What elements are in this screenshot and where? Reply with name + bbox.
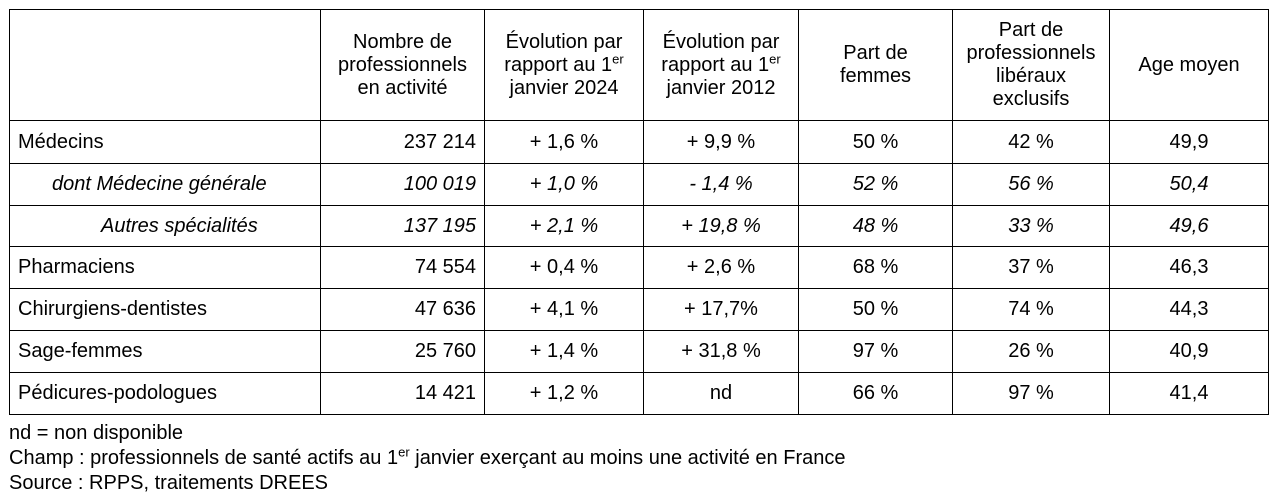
cell-average-age: 50,4 bbox=[1109, 163, 1269, 206]
cell-evolution-2012: + 9,9 % bbox=[643, 120, 799, 164]
table-row: Chirurgiens-dentistes 47 636 + 4,1 % + 1… bbox=[9, 288, 1269, 331]
cell-evolution-2024: + 1,2 % bbox=[484, 372, 644, 415]
note-champ: Champ : professionnels de santé actifs a… bbox=[9, 444, 846, 471]
note-champ-sup: er bbox=[398, 444, 410, 460]
header-evolution-2024: Évolution par rapport au 1er janvier 202… bbox=[484, 9, 644, 121]
row-label: Médecins bbox=[9, 120, 321, 164]
cell-women-share: 68 % bbox=[798, 246, 953, 289]
table-row: Autres spécialités 137 195 + 2,1 % + 19,… bbox=[9, 205, 1269, 247]
header-evolution-2012: Évolution par rapport au 1er janvier 201… bbox=[643, 9, 799, 121]
cell-count: 137 195 bbox=[320, 205, 485, 247]
table-notes: nd = non disponible Champ : professionne… bbox=[9, 421, 845, 496]
header-evolution-2024-sup: er bbox=[612, 50, 624, 66]
cell-evolution-2024: + 4,1 % bbox=[484, 288, 644, 331]
header-women-share: Part de femmes bbox=[798, 9, 953, 121]
header-blank-cell bbox=[9, 9, 321, 121]
note-nd: nd = non disponible bbox=[9, 422, 184, 444]
table-row: Sage-femmes 25 760 + 1,4 % + 31,8 % 97 %… bbox=[9, 330, 1269, 373]
cell-evolution-2012: nd bbox=[643, 372, 799, 415]
row-label: Chirurgiens-dentistes bbox=[9, 288, 321, 331]
cell-count: 74 554 bbox=[320, 246, 485, 289]
cell-women-share: 50 % bbox=[798, 120, 953, 164]
table-row: Pharmaciens 74 554 + 0,4 % + 2,6 % 68 % … bbox=[9, 246, 1269, 289]
professionals-table: Nombre de professionnels en activité Évo… bbox=[9, 9, 1269, 415]
cell-evolution-2012: - 1,4 % bbox=[643, 163, 799, 206]
cell-evolution-2012: + 19,8 % bbox=[643, 205, 799, 247]
table-row: Médecins 237 214 + 1,6 % + 9,9 % 50 % 42… bbox=[9, 120, 1269, 164]
cell-evolution-2024: + 0,4 % bbox=[484, 246, 644, 289]
row-label: Pharmaciens bbox=[9, 246, 321, 289]
row-label: Autres spécialités bbox=[9, 205, 321, 247]
cell-liberal-share: 74 % bbox=[952, 288, 1110, 331]
cell-average-age: 46,3 bbox=[1109, 246, 1269, 289]
cell-women-share: 48 % bbox=[798, 205, 953, 247]
note-source: Source : RPPS, traitements DREES bbox=[9, 472, 329, 494]
cell-average-age: 49,9 bbox=[1109, 120, 1269, 164]
header-evolution-2024-text: Évolution par rapport au 1 bbox=[504, 30, 623, 76]
cell-liberal-share: 56 % bbox=[952, 163, 1110, 206]
cell-liberal-share: 33 % bbox=[952, 205, 1110, 247]
cell-count: 14 421 bbox=[320, 372, 485, 415]
table-row: Pédicures-podologues 14 421 + 1,2 % nd 6… bbox=[9, 372, 1269, 415]
cell-evolution-2012: + 17,7% bbox=[643, 288, 799, 331]
cell-count: 47 636 bbox=[320, 288, 485, 331]
cell-evolution-2012: + 31,8 % bbox=[643, 330, 799, 373]
header-evolution-2012-end: janvier 2012 bbox=[666, 76, 776, 99]
cell-average-age: 40,9 bbox=[1109, 330, 1269, 373]
cell-evolution-2024: + 1,0 % bbox=[484, 163, 644, 206]
cell-liberal-share: 26 % bbox=[952, 330, 1110, 373]
cell-count: 100 019 bbox=[320, 163, 485, 206]
table-row: dont Médecine générale 100 019 + 1,0 % -… bbox=[9, 163, 1269, 206]
cell-women-share: 97 % bbox=[798, 330, 953, 373]
row-label: Sage-femmes bbox=[9, 330, 321, 373]
header-count: Nombre de professionnels en activité bbox=[320, 9, 485, 121]
cell-count: 25 760 bbox=[320, 330, 485, 373]
header-liberal-share: Part de professionnels libéraux exclusif… bbox=[952, 9, 1110, 121]
header-evolution-2024-end: janvier 2024 bbox=[509, 76, 619, 99]
cell-evolution-2024: + 2,1 % bbox=[484, 205, 644, 247]
header-evolution-2012-text: Évolution par rapport au 1 bbox=[661, 30, 780, 76]
cell-count: 237 214 bbox=[320, 120, 485, 164]
header-evolution-2012-sup: er bbox=[769, 50, 781, 66]
cell-women-share: 50 % bbox=[798, 288, 953, 331]
cell-women-share: 66 % bbox=[798, 372, 953, 415]
cell-average-age: 44,3 bbox=[1109, 288, 1269, 331]
note-champ-end: janvier exerçant au moins une activité e… bbox=[409, 447, 846, 469]
cell-women-share: 52 % bbox=[798, 163, 953, 206]
table-header-row: Nombre de professionnels en activité Évo… bbox=[9, 9, 1269, 121]
row-label: dont Médecine générale bbox=[9, 163, 321, 206]
cell-average-age: 49,6 bbox=[1109, 205, 1269, 247]
cell-liberal-share: 42 % bbox=[952, 120, 1110, 164]
cell-liberal-share: 97 % bbox=[952, 372, 1110, 415]
cell-evolution-2012: + 2,6 % bbox=[643, 246, 799, 289]
cell-average-age: 41,4 bbox=[1109, 372, 1269, 415]
cell-liberal-share: 37 % bbox=[952, 246, 1110, 289]
header-average-age: Age moyen bbox=[1109, 9, 1269, 121]
row-label: Pédicures-podologues bbox=[9, 372, 321, 415]
note-champ-text: Champ : professionnels de santé actifs a… bbox=[9, 447, 399, 469]
cell-evolution-2024: + 1,4 % bbox=[484, 330, 644, 373]
cell-evolution-2024: + 1,6 % bbox=[484, 120, 644, 164]
